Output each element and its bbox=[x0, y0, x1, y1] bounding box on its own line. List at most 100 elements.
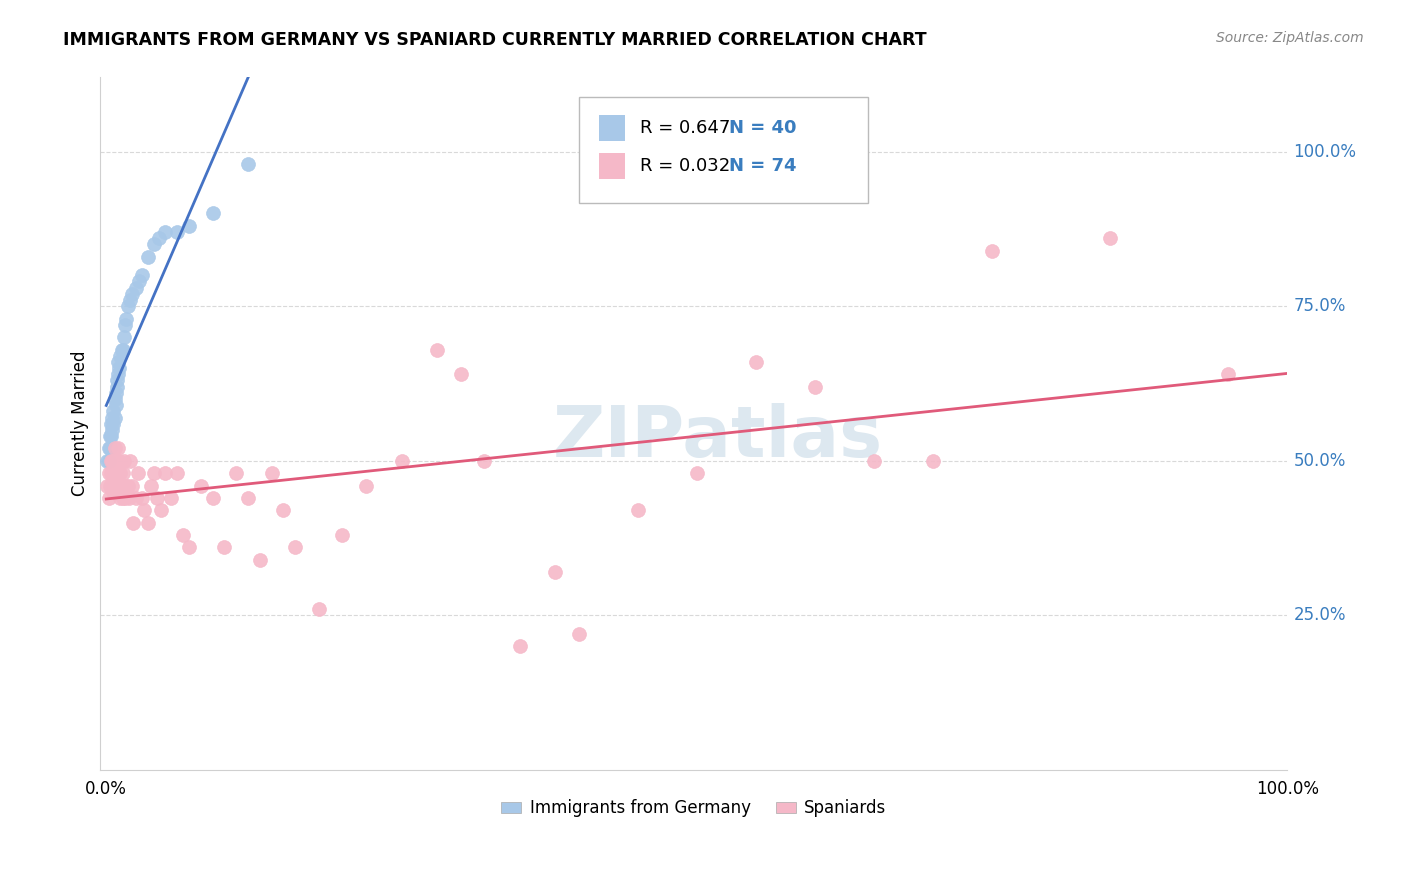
Point bbox=[111, 466, 134, 480]
Text: 100.0%: 100.0% bbox=[1294, 143, 1357, 161]
Point bbox=[1218, 368, 1240, 382]
Point bbox=[105, 373, 128, 387]
Point bbox=[863, 454, 886, 468]
Point bbox=[118, 491, 141, 505]
Point bbox=[110, 491, 132, 505]
Point bbox=[426, 343, 449, 357]
Text: R = 0.032: R = 0.032 bbox=[641, 157, 731, 175]
Point bbox=[450, 368, 472, 382]
Point bbox=[155, 225, 177, 239]
Text: 75.0%: 75.0% bbox=[1294, 297, 1346, 315]
Point bbox=[128, 275, 150, 289]
Point bbox=[177, 541, 200, 555]
Point bbox=[125, 281, 148, 295]
Point bbox=[105, 466, 128, 480]
Point bbox=[146, 491, 169, 505]
Point bbox=[98, 442, 121, 456]
Point bbox=[108, 454, 131, 468]
Point bbox=[97, 454, 120, 468]
Text: Source: ZipAtlas.com: Source: ZipAtlas.com bbox=[1216, 31, 1364, 45]
Bar bbox=[599, 115, 626, 141]
Point bbox=[214, 541, 236, 555]
Point bbox=[121, 478, 143, 492]
Point bbox=[236, 157, 259, 171]
Point bbox=[149, 503, 172, 517]
Point bbox=[160, 491, 183, 505]
Point bbox=[103, 417, 125, 431]
Point bbox=[97, 491, 120, 505]
Point bbox=[114, 491, 136, 505]
Point bbox=[115, 311, 138, 326]
Point bbox=[225, 466, 247, 480]
Point bbox=[103, 392, 125, 406]
Text: 25.0%: 25.0% bbox=[1294, 607, 1346, 624]
Point bbox=[745, 355, 768, 369]
Point bbox=[177, 219, 200, 233]
Point bbox=[103, 484, 125, 499]
Point bbox=[97, 466, 120, 480]
Point bbox=[118, 454, 141, 468]
Point bbox=[104, 385, 127, 400]
Point bbox=[96, 478, 118, 492]
Point bbox=[101, 478, 124, 492]
Point bbox=[103, 466, 125, 480]
Point bbox=[115, 478, 138, 492]
Point bbox=[131, 268, 153, 283]
Point bbox=[544, 565, 567, 579]
Point bbox=[107, 368, 129, 382]
Point bbox=[101, 410, 124, 425]
Point bbox=[391, 454, 413, 468]
Point bbox=[166, 466, 188, 480]
Point bbox=[117, 299, 139, 313]
Point bbox=[114, 318, 136, 332]
Point bbox=[236, 491, 259, 505]
Point bbox=[98, 478, 121, 492]
Point bbox=[148, 231, 170, 245]
Point bbox=[100, 466, 122, 480]
Point bbox=[509, 640, 531, 654]
Point bbox=[125, 491, 148, 505]
Point bbox=[136, 250, 159, 264]
Point bbox=[1099, 231, 1122, 245]
Point bbox=[110, 478, 132, 492]
Point bbox=[354, 478, 377, 492]
Point bbox=[103, 442, 125, 456]
Point bbox=[131, 491, 153, 505]
Y-axis label: Currently Married: Currently Married bbox=[72, 351, 89, 497]
Point bbox=[108, 361, 131, 376]
Point bbox=[627, 503, 650, 517]
Point bbox=[103, 410, 125, 425]
Point bbox=[922, 454, 945, 468]
Text: N = 74: N = 74 bbox=[730, 157, 797, 175]
Point bbox=[122, 516, 145, 530]
Text: IMMIGRANTS FROM GERMANY VS SPANIARD CURRENTLY MARRIED CORRELATION CHART: IMMIGRANTS FROM GERMANY VS SPANIARD CURR… bbox=[63, 31, 927, 49]
Point bbox=[172, 528, 194, 542]
Point bbox=[273, 503, 295, 517]
Point bbox=[98, 429, 121, 443]
Point bbox=[101, 454, 124, 468]
Point bbox=[107, 478, 129, 492]
Point bbox=[284, 541, 307, 555]
Point bbox=[332, 528, 354, 542]
Point bbox=[981, 244, 1004, 258]
Text: N = 40: N = 40 bbox=[730, 119, 797, 137]
Point bbox=[190, 478, 212, 492]
Point bbox=[142, 466, 165, 480]
Point bbox=[110, 349, 132, 363]
Text: ZIPatlas: ZIPatlas bbox=[553, 403, 883, 472]
Point bbox=[100, 429, 122, 443]
Point bbox=[308, 602, 330, 616]
Point bbox=[686, 466, 709, 480]
Point bbox=[101, 423, 124, 437]
Point bbox=[111, 343, 134, 357]
Point bbox=[110, 466, 132, 480]
Point bbox=[139, 478, 162, 492]
Point bbox=[112, 330, 135, 344]
Text: R = 0.647: R = 0.647 bbox=[641, 119, 731, 137]
Legend: Immigrants from Germany, Spaniards: Immigrants from Germany, Spaniards bbox=[495, 793, 893, 824]
Point bbox=[97, 442, 120, 456]
Text: 50.0%: 50.0% bbox=[1294, 452, 1346, 470]
Point bbox=[107, 355, 129, 369]
Point bbox=[112, 454, 135, 468]
Point bbox=[472, 454, 495, 468]
